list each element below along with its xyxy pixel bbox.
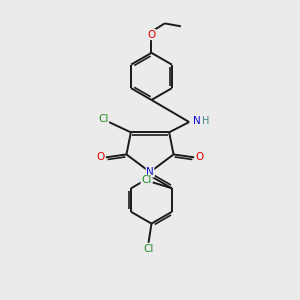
Text: O: O (195, 152, 204, 162)
Text: H: H (202, 116, 209, 126)
Text: Cl: Cl (98, 114, 109, 124)
Text: N: N (146, 167, 154, 177)
Text: N: N (193, 116, 200, 126)
Text: Cl: Cl (141, 175, 152, 185)
Text: O: O (96, 152, 105, 162)
Text: O: O (147, 30, 156, 40)
Text: Cl: Cl (143, 244, 154, 254)
